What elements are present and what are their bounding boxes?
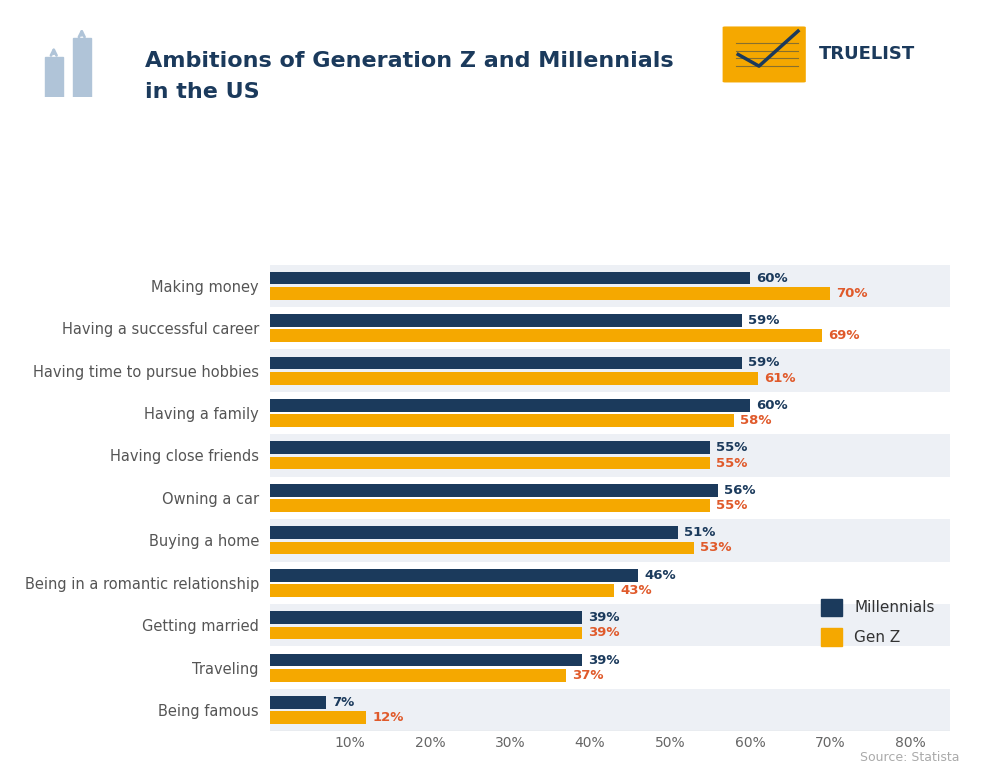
Text: 61%: 61%	[764, 372, 796, 385]
Bar	[270, 272, 750, 285]
Text: 60%: 60%	[756, 272, 788, 285]
Bar	[270, 584, 614, 597]
Text: 60%: 60%	[756, 399, 788, 412]
Bar	[270, 287, 830, 300]
Bar	[270, 415, 734, 427]
Bar	[270, 392, 950, 434]
Bar	[270, 314, 742, 327]
Text: 59%: 59%	[748, 356, 780, 370]
Bar	[270, 562, 950, 604]
Bar	[270, 356, 742, 370]
Text: 55%: 55%	[716, 457, 748, 470]
Bar	[270, 711, 366, 724]
Text: 37%: 37%	[572, 669, 604, 682]
Text: Source: Statista: Source: Statista	[860, 751, 960, 764]
Text: 59%: 59%	[748, 314, 780, 327]
Text: 55%: 55%	[716, 441, 748, 454]
Text: in the US: in the US	[145, 82, 260, 102]
Bar	[270, 654, 582, 667]
Text: 7%: 7%	[332, 696, 355, 709]
Bar	[270, 265, 950, 307]
Bar	[270, 499, 710, 512]
Text: 70%: 70%	[836, 287, 868, 300]
Legend: Millennials, Gen Z: Millennials, Gen Z	[813, 591, 942, 654]
Bar	[270, 626, 582, 640]
Bar	[270, 329, 822, 342]
Bar	[270, 669, 566, 682]
Bar	[270, 477, 950, 519]
Text: 39%: 39%	[588, 654, 620, 667]
Text: 39%: 39%	[588, 611, 620, 624]
Bar	[270, 612, 582, 624]
Text: 39%: 39%	[588, 626, 620, 640]
Bar	[270, 696, 326, 709]
Text: 55%: 55%	[716, 499, 748, 512]
Bar	[270, 689, 950, 731]
Bar	[270, 434, 950, 477]
Bar	[270, 541, 694, 555]
Bar	[270, 307, 950, 349]
Bar	[270, 399, 750, 412]
Bar	[270, 484, 718, 496]
Text: 43%: 43%	[620, 584, 652, 597]
Bar	[270, 647, 950, 689]
Bar	[270, 349, 950, 392]
Text: Ambitions of Generation Z and Millennials: Ambitions of Generation Z and Millennial…	[145, 51, 674, 71]
Bar	[270, 519, 950, 562]
Bar	[45, 57, 62, 97]
Bar	[270, 604, 950, 647]
Text: 46%: 46%	[644, 569, 676, 582]
Text: 58%: 58%	[740, 414, 772, 427]
Bar	[270, 569, 638, 581]
Text: 56%: 56%	[724, 484, 756, 497]
Bar	[270, 457, 710, 469]
Bar	[73, 38, 90, 97]
Text: TRUELIST: TRUELIST	[819, 45, 915, 64]
Text: 69%: 69%	[828, 329, 860, 342]
FancyBboxPatch shape	[723, 26, 806, 82]
Text: 51%: 51%	[684, 526, 716, 539]
Bar	[270, 441, 710, 454]
Text: 53%: 53%	[700, 541, 732, 555]
Bar	[270, 372, 758, 384]
Text: 12%: 12%	[372, 711, 404, 724]
Bar	[270, 527, 678, 539]
